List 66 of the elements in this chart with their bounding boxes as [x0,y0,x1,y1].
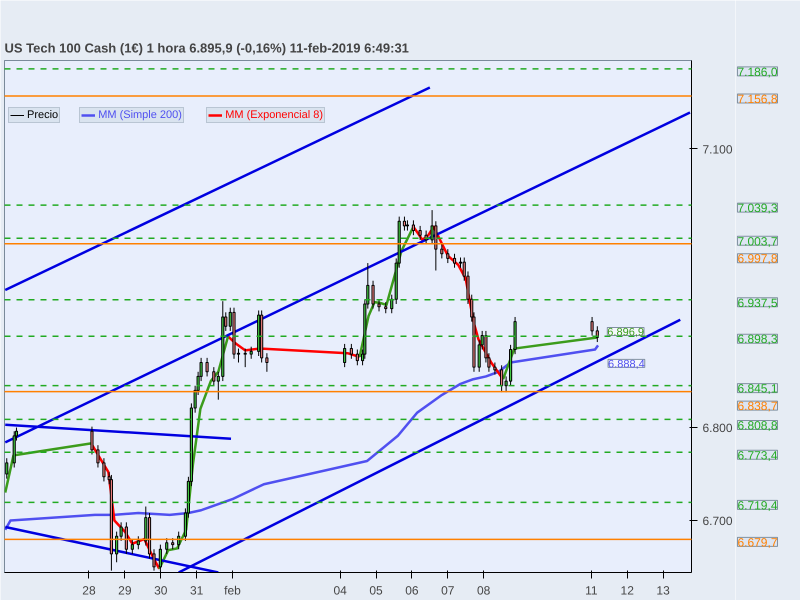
x-tick-label: 08 [477,584,491,598]
candlestick [390,294,394,314]
ref-line-label: 6.808,8 [737,418,778,432]
x-tick-label: 04 [333,584,348,598]
ref-line-label: 6.773,4 [737,448,778,462]
ref-line-label: 6.898,3 [737,332,778,346]
x-tick-label: 06 [405,584,419,598]
candlestick [356,348,359,366]
legend-label: MM (Simple 200) [98,109,182,121]
ref-line-label: 7.186,0 [737,64,778,79]
y-tick-label: 6.800 [702,421,733,436]
candlestick [493,362,496,376]
candlestick [371,280,375,310]
candlestick [418,225,422,240]
x-tick-label: feb [224,584,242,598]
candlestick [406,220,410,232]
candlestick [500,364,504,393]
x-tick-label: 07 [441,584,455,598]
candlestick [446,248,450,264]
ref-line-label: 7.003,7 [737,234,778,248]
candlestick [412,220,415,236]
candlestick [452,253,456,268]
candlestick [250,346,253,360]
candlestick [171,538,174,550]
ref-line-label: 7.039,3 [737,201,778,216]
x-tick-label: 31 [190,584,204,598]
candlestick [96,444,100,468]
candlestick [136,536,140,550]
x-tick-label: 30 [154,584,168,598]
legend-label: Precio [27,109,58,121]
candlestick [343,343,346,368]
legend-label: MM (Exponencial 8) [225,109,324,121]
candlestick [130,539,134,554]
candlestick [102,458,106,482]
chart-title: US Tech 100 Cash (1€) 1 hora 6.895,9 (-0,16%) 11-feb-2019 6:49:31 [4,40,409,56]
candlestick [177,531,180,550]
x-tick-label: 05 [369,584,384,598]
candlestick [206,357,209,377]
candlestick [590,316,594,336]
candlestick [440,244,444,259]
candlestick [377,298,381,312]
candlestick [402,216,406,232]
candlestick [350,343,353,360]
data-label: 6.896,9 [607,326,644,338]
line-series [4,344,600,532]
y-tick-label: 6.700 [702,514,733,528]
candlestick [265,352,268,372]
candlestick [244,348,247,368]
ref-line-label: 6.937,5 [737,296,778,310]
ref-line-label: 6.997,8 [737,252,778,266]
y-tick-label: 7.100 [702,142,733,156]
ref-line-label: 6.719,4 [737,498,778,512]
x-tick-label: 11 [585,584,598,598]
candlestick [90,426,94,455]
ref-line-label: 6.838,7 [737,399,778,414]
candlestick [165,538,168,554]
ref-line-label: 7.156,8 [737,92,778,106]
candlestick [124,522,128,554]
x-tick-label: 13 [656,584,670,598]
candlestick [384,302,388,314]
ref-line-label: 6.845,1 [737,382,778,396]
x-tick-label: 28 [82,584,96,598]
ref-line-label: 6.679,7 [737,535,778,550]
x-tick-label: 12 [620,584,634,598]
candlestick [5,458,8,480]
x-tick-label: 29 [118,584,132,598]
